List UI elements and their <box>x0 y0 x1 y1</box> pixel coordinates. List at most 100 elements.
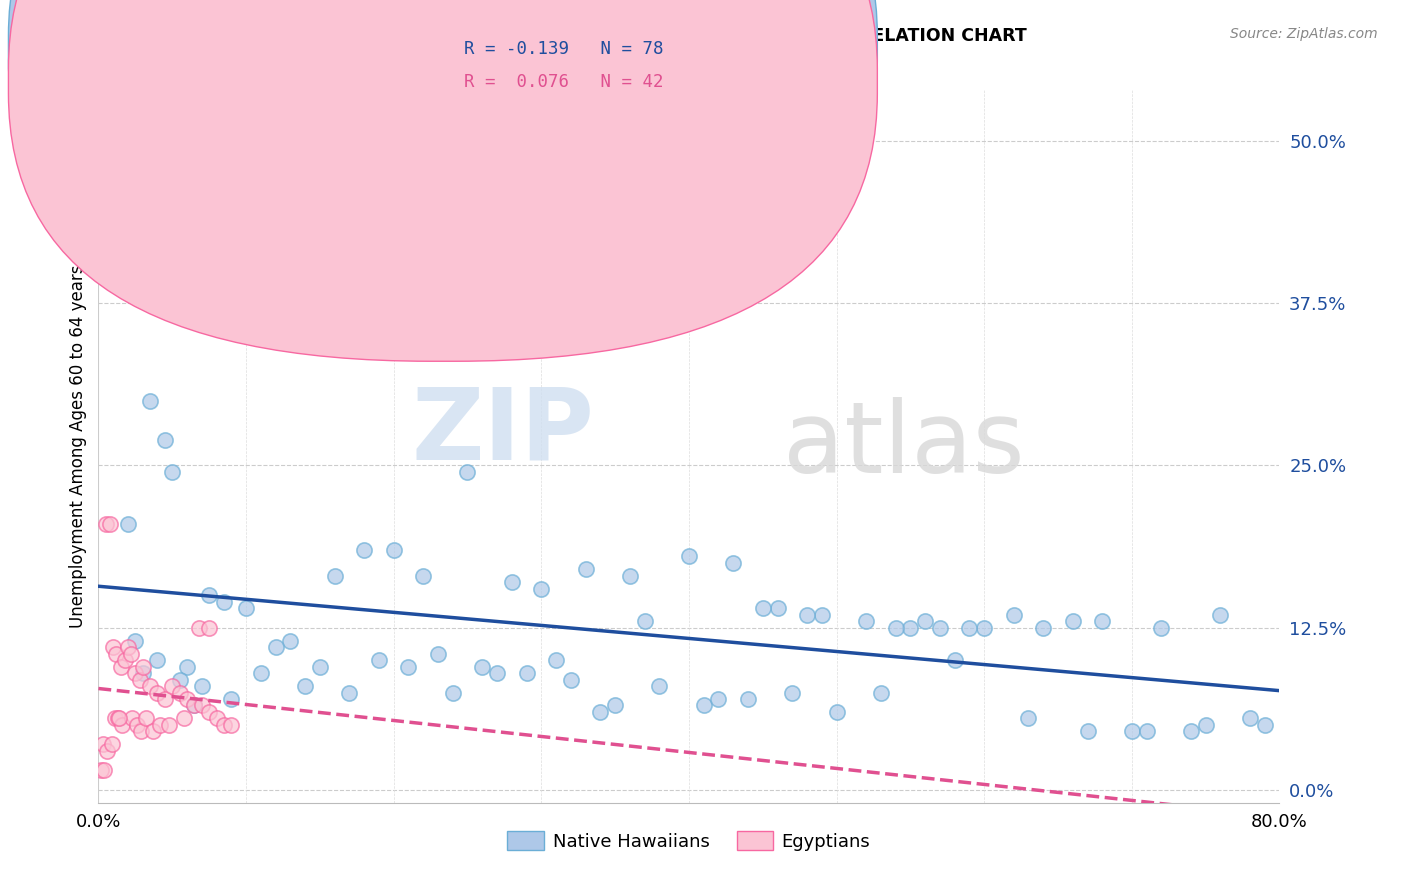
Text: atlas: atlas <box>783 398 1025 494</box>
Point <box>139 679 162 693</box>
Text: R =  0.076   N = 42: R = 0.076 N = 42 <box>464 73 664 91</box>
Point <box>176 659 198 673</box>
Point <box>142 724 165 739</box>
Point <box>1062 614 1084 628</box>
Point <box>294 679 316 693</box>
Point <box>1209 607 1232 622</box>
Point <box>323 568 346 582</box>
Point <box>121 711 143 725</box>
Point <box>870 685 893 699</box>
Point <box>198 705 221 719</box>
Point <box>183 698 205 713</box>
Point <box>1239 711 1261 725</box>
Point <box>183 698 205 713</box>
Point <box>169 673 191 687</box>
Point <box>648 679 671 693</box>
Point <box>114 653 136 667</box>
Point <box>737 692 759 706</box>
Point <box>973 621 995 635</box>
Point <box>212 718 235 732</box>
Point <box>117 516 139 531</box>
Point <box>157 718 180 732</box>
Point <box>501 575 523 590</box>
Point <box>107 711 129 725</box>
Point <box>825 705 848 719</box>
Point <box>634 614 657 628</box>
Point <box>368 653 391 667</box>
Point <box>855 614 877 628</box>
Point <box>90 764 112 778</box>
Point <box>752 601 775 615</box>
Point <box>530 582 553 596</box>
Point <box>191 698 214 713</box>
Point <box>104 711 127 725</box>
Point <box>146 685 169 699</box>
Point <box>280 633 302 648</box>
Point <box>619 568 641 582</box>
Point <box>796 607 818 622</box>
Text: ZIP: ZIP <box>412 384 595 480</box>
Point <box>146 653 169 667</box>
Point <box>427 647 450 661</box>
Point <box>91 738 114 752</box>
Text: R = -0.139   N = 78: R = -0.139 N = 78 <box>464 40 664 58</box>
Point <box>93 764 115 778</box>
Point <box>187 621 209 635</box>
Point <box>339 685 361 699</box>
Point <box>153 433 176 447</box>
Y-axis label: Unemployment Among Ages 60 to 64 years: Unemployment Among Ages 60 to 64 years <box>69 264 87 628</box>
Point <box>132 659 155 673</box>
Point <box>546 653 568 667</box>
Point <box>693 698 716 713</box>
Point <box>766 601 789 615</box>
Point <box>198 621 221 635</box>
Point <box>198 588 221 602</box>
Point <box>943 653 966 667</box>
Point <box>929 621 952 635</box>
Point <box>382 542 405 557</box>
Point <box>811 607 834 622</box>
Point <box>1032 621 1054 635</box>
Point <box>162 465 183 479</box>
Point <box>1018 711 1040 725</box>
Point <box>959 621 981 635</box>
Point <box>309 659 332 673</box>
Point <box>235 601 257 615</box>
Point <box>914 614 936 628</box>
Point <box>108 711 131 725</box>
Point <box>221 692 243 706</box>
Point <box>782 685 804 699</box>
Point <box>900 621 922 635</box>
Point <box>169 685 191 699</box>
Point <box>120 647 142 661</box>
Point <box>125 718 148 732</box>
Text: NATIVE HAWAIIAN VS EGYPTIAN UNEMPLOYMENT AMONG AGES 60 TO 64 YEARS CORRELATION C: NATIVE HAWAIIAN VS EGYPTIAN UNEMPLOYMENT… <box>28 27 1026 45</box>
Point <box>103 640 125 654</box>
Point <box>353 542 375 557</box>
Point <box>1254 718 1277 732</box>
Point <box>486 666 509 681</box>
Point <box>1077 724 1099 739</box>
Text: Source: ZipAtlas.com: Source: ZipAtlas.com <box>1230 27 1378 41</box>
Point <box>471 659 494 673</box>
Point <box>110 659 132 673</box>
Point <box>1136 724 1159 739</box>
Legend: Native Hawaiians, Egyptians: Native Hawaiians, Egyptians <box>501 824 877 858</box>
Point <box>1091 614 1114 628</box>
Point <box>250 666 273 681</box>
Point <box>398 659 420 673</box>
Point <box>105 647 128 661</box>
Point <box>139 393 162 408</box>
Point <box>723 556 745 570</box>
Point <box>129 724 152 739</box>
Point <box>678 549 700 564</box>
Point <box>173 711 195 725</box>
Point <box>96 744 118 758</box>
Point <box>176 692 198 706</box>
Point <box>205 711 228 725</box>
Point <box>111 718 134 732</box>
Point <box>575 562 598 576</box>
Point <box>264 640 287 654</box>
Point <box>100 738 122 752</box>
Point <box>884 621 907 635</box>
